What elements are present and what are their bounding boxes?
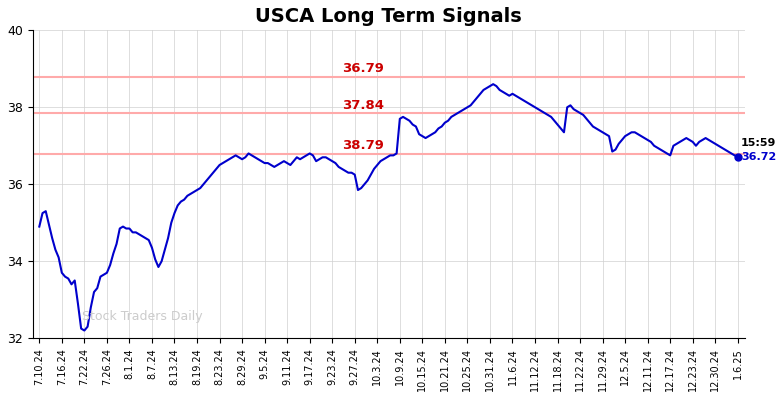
Text: 37.84: 37.84 [343, 99, 384, 112]
Text: 36.79: 36.79 [343, 62, 384, 75]
Text: 36.72: 36.72 [741, 152, 776, 162]
Title: USCA Long Term Signals: USCA Long Term Signals [255, 7, 522, 26]
Text: 15:59: 15:59 [741, 138, 777, 148]
Text: Stock Traders Daily: Stock Traders Daily [82, 310, 203, 323]
Text: 38.79: 38.79 [343, 139, 384, 152]
